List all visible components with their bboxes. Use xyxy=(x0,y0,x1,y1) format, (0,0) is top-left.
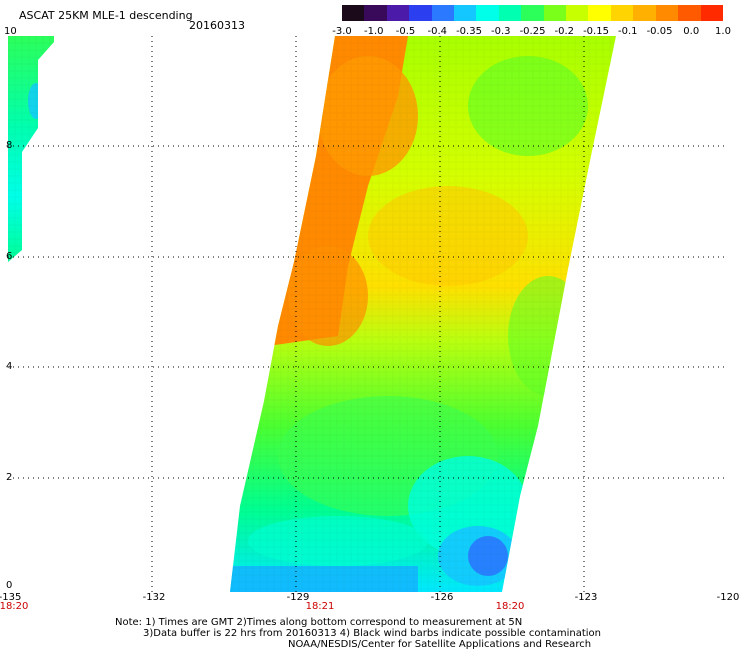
colorbar-segment xyxy=(431,5,455,21)
lon-label-135: -135 xyxy=(0,592,22,603)
lat-label-6: 6 xyxy=(6,251,13,262)
lat-label-8: 8 xyxy=(6,140,13,151)
swath-map xyxy=(8,36,728,592)
colorbar-segment xyxy=(342,5,365,21)
colorbar-label: -0.3 xyxy=(490,26,511,37)
lat-label-10: 10 xyxy=(4,26,17,37)
note-line-3: NOAA/NESDIS/Center for Satellite Applica… xyxy=(288,639,592,650)
colorbar-segment xyxy=(678,5,701,21)
colorbar-segment xyxy=(655,5,679,21)
colorbar-segment xyxy=(476,5,499,21)
colorbar-segment xyxy=(566,5,589,21)
colorbar-label: -0.5 xyxy=(395,26,416,37)
colorbar-segment xyxy=(521,5,544,21)
time-label-right: 18:20 xyxy=(495,601,525,612)
time-label-middle: 18:21 xyxy=(305,601,335,612)
colorbar-label: -0.2 xyxy=(554,26,575,37)
colorbar-label: 0.0 xyxy=(683,26,700,37)
colorbar xyxy=(342,5,723,21)
product-date: 20160313 xyxy=(189,19,245,32)
graticule xyxy=(8,36,728,592)
lat-label-4: 4 xyxy=(6,361,13,372)
lat-label-2: 2 xyxy=(6,472,13,483)
lat-label-0: 0 xyxy=(6,580,13,591)
colorbar-segment xyxy=(543,5,567,21)
lon-label-126: -126 xyxy=(430,592,454,603)
colorbar-label: 1.0 xyxy=(715,26,731,37)
colorbar-label: -3.0 xyxy=(332,26,352,37)
main-swath xyxy=(230,36,616,592)
colorbar-label: -0.05 xyxy=(646,26,673,37)
left-swath xyxy=(8,36,54,262)
colorbar-segment xyxy=(610,5,634,21)
colorbar-segment xyxy=(454,5,477,21)
colorbar-label: -0.4 xyxy=(427,26,448,37)
lon-label-123: -123 xyxy=(574,592,598,603)
colorbar-segment xyxy=(386,5,410,21)
colorbar-segment xyxy=(364,5,387,21)
lon-label-132: -132 xyxy=(142,592,166,603)
colorbar-segment xyxy=(409,5,432,21)
note-line-2: 3)Data buffer is 22 hrs from 20160313 4)… xyxy=(143,628,601,639)
colorbar-label: -0.25 xyxy=(519,26,546,37)
colorbar-label: -1.0 xyxy=(363,26,384,37)
product-title: ASCAT 25KM MLE-1 descending xyxy=(19,9,193,22)
note-line-1: Note: 1) Times are GMT 2)Times along bot… xyxy=(115,617,523,628)
lon-label-129: -129 xyxy=(286,592,310,603)
colorbar-label: -0.15 xyxy=(583,26,609,37)
colorbar-segment xyxy=(700,5,723,21)
colorbar-segment xyxy=(588,5,611,21)
colorbar-segment xyxy=(633,5,656,21)
lon-label-120: -120 xyxy=(716,592,740,603)
colorbar-segment xyxy=(498,5,522,21)
time-label-left: 18:20 xyxy=(0,601,29,612)
colorbar-label: -0.1 xyxy=(617,26,638,37)
colorbar-label: -0.35 xyxy=(456,26,482,37)
